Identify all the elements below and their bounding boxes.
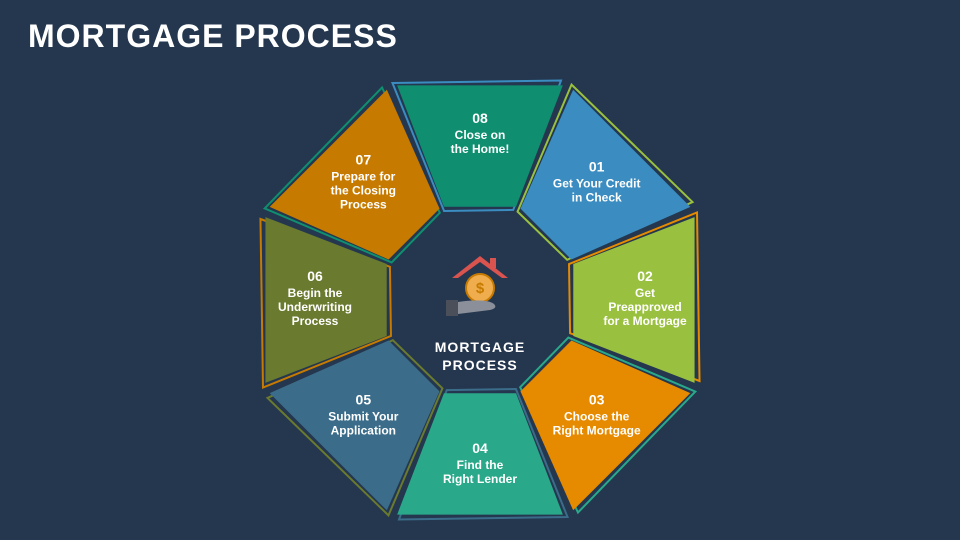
center-label-2: PROCESS bbox=[442, 357, 517, 373]
segment-label: in Check bbox=[572, 190, 622, 204]
segment-num: 08 bbox=[472, 110, 488, 126]
segment-num: 05 bbox=[356, 392, 372, 408]
segment-label: Right Mortgage bbox=[553, 424, 641, 438]
segment-label: Right Lender bbox=[443, 472, 517, 486]
center-label-1: MORTGAGE bbox=[435, 339, 525, 355]
diagram-container: 01 Get Your Creditin Check 02 GetPreapprove… bbox=[0, 0, 960, 540]
segment-label: Application bbox=[331, 424, 396, 438]
segment-label: Get Your Credit bbox=[553, 176, 641, 190]
segment-label: Get bbox=[635, 286, 655, 300]
segment-label: Preapproved bbox=[608, 300, 681, 314]
segment-num: 06 bbox=[307, 268, 323, 284]
segment-num: 01 bbox=[589, 158, 605, 174]
segment-num: 07 bbox=[356, 151, 372, 167]
sleeve-icon bbox=[446, 300, 458, 316]
segment-label: Process bbox=[292, 314, 339, 328]
segment-label: Find the bbox=[457, 458, 504, 472]
segment-label: Process bbox=[340, 197, 387, 211]
segment-label: Submit Your bbox=[328, 410, 399, 424]
segment-label: Begin the bbox=[288, 286, 343, 300]
octagon-diagram: 01 Get Your Creditin Check 02 GetPreapprove… bbox=[0, 0, 960, 540]
segment-label: for a Mortgage bbox=[603, 314, 687, 328]
segment-label: the Closing bbox=[331, 183, 396, 197]
segment-num: 03 bbox=[589, 392, 605, 408]
segment-label: Close on bbox=[455, 128, 506, 142]
segment-label: the Home! bbox=[451, 142, 510, 156]
dollar-icon: $ bbox=[476, 280, 485, 297]
segment-num: 04 bbox=[472, 440, 488, 456]
segment-label: Prepare for bbox=[331, 169, 395, 183]
segment-num: 02 bbox=[637, 268, 653, 284]
segment-label: Choose the bbox=[564, 410, 630, 424]
chimney-icon bbox=[490, 258, 496, 268]
segment-label: Underwriting bbox=[278, 300, 352, 314]
